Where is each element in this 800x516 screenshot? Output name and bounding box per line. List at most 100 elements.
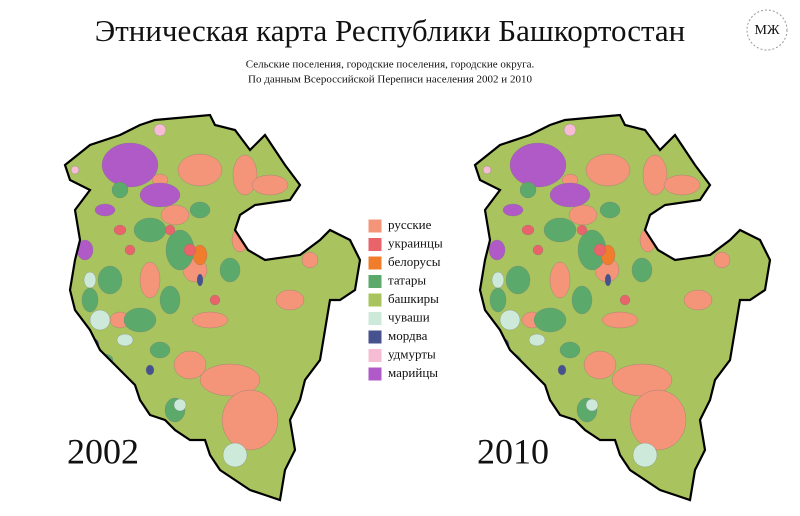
ethnic-area (123, 307, 157, 333)
logo: МЖ (755, 23, 780, 38)
legend-swatch (367, 237, 383, 252)
legend-label: украинцы (388, 235, 443, 250)
ethnic-area (502, 203, 524, 217)
ethnic-area (116, 333, 134, 347)
ethnic-area (632, 442, 658, 468)
ethnic-area (209, 294, 221, 306)
ethnic-area (159, 285, 181, 315)
logo-ring (746, 9, 788, 51)
ethnic-area (599, 201, 621, 219)
legend-label: татары (388, 272, 426, 287)
ethnic-area (505, 265, 531, 295)
ethnic-area (199, 363, 261, 397)
ethnic-area (601, 311, 639, 329)
ethnic-area (576, 224, 588, 236)
region-map: 2010 (473, 113, 772, 502)
ethnic-area (683, 289, 713, 311)
legend-label: белорусы (388, 254, 441, 269)
legend-swatch (367, 348, 383, 363)
ethnic-areas (482, 123, 731, 468)
ethnic-area (557, 364, 567, 376)
legend-label: удмурты (388, 346, 436, 361)
legend-swatch (367, 366, 383, 382)
ethnic-area (568, 204, 598, 226)
ethnic-area (145, 364, 155, 376)
ethnic-area (160, 204, 190, 226)
region-map: 2002 (63, 113, 362, 502)
legend-swatch (367, 329, 383, 345)
ethnic-area (642, 154, 668, 196)
ethnic-area (173, 398, 187, 412)
maps: 2002 2010 (63, 113, 772, 502)
ethnic-area (571, 285, 593, 315)
ethnic-area (482, 165, 492, 175)
ethnic-areas (70, 123, 319, 468)
ethnic-area (94, 203, 116, 217)
ethnic-area (563, 123, 577, 137)
legend-swatch (367, 292, 383, 308)
ethnic-area (488, 239, 506, 261)
ethnic-area (639, 227, 657, 253)
ethnic-area (663, 174, 701, 196)
ethnic-area (164, 224, 176, 236)
region-fill (65, 115, 360, 500)
ethnic-area (111, 181, 129, 199)
ethnic-area (604, 273, 612, 287)
ethnic-area (149, 341, 171, 359)
ethnic-area (585, 398, 599, 412)
ethnic-area (528, 333, 546, 347)
ethnic-area (89, 309, 111, 331)
ethnic-area (124, 244, 136, 256)
ethnic-area (81, 287, 99, 313)
ethnic-area (189, 201, 211, 219)
ethnic-area (533, 307, 567, 333)
legend-swatch (367, 218, 383, 234)
year-label: 2002 (67, 431, 139, 471)
region-fill (475, 115, 770, 500)
legend-label: мордва (388, 328, 428, 343)
ethnic-area (231, 227, 249, 253)
ethnic-area (713, 251, 731, 269)
ethnic-area (491, 271, 505, 289)
ethnic-area (619, 294, 631, 306)
legend-swatch (367, 274, 383, 289)
ethnic-area (509, 142, 567, 188)
ethnic-area (593, 243, 607, 257)
ethnic-area (232, 154, 258, 196)
ethnic-area (191, 311, 229, 329)
legend-swatch (367, 311, 383, 326)
ethnic-area (583, 350, 617, 380)
ethnic-area (113, 224, 127, 236)
subtitle: По данным Всероссийской Переписи населен… (248, 74, 532, 86)
ethnic-area (97, 265, 123, 295)
region-border (473, 113, 772, 502)
ethnic-area (521, 224, 535, 236)
year-label: 2010 (477, 431, 549, 471)
ethnic-area (153, 123, 167, 137)
ethnic-area (631, 257, 653, 283)
ethnic-area (251, 174, 289, 196)
ethnic-area (173, 350, 207, 380)
legend-label: русские (388, 217, 432, 232)
ethnic-area (139, 261, 161, 299)
ethnic-area (519, 181, 537, 199)
ethnic-area (139, 182, 181, 208)
title: Этническая карта Республики Башкортостан (95, 13, 686, 48)
ethnic-area (549, 182, 591, 208)
ethnic-area (543, 217, 577, 243)
ethnic-area (629, 389, 687, 451)
ethnic-area (549, 261, 571, 299)
region-border (63, 113, 362, 502)
ethnic-area (499, 309, 521, 331)
legend-swatch (367, 255, 383, 271)
ethnic-area (70, 165, 80, 175)
legend: русские украинцы белорусы татары башкиры чува… (367, 217, 443, 382)
ethnic-area (83, 271, 97, 289)
legend-label: чуваши (388, 309, 430, 324)
ethnic-area (219, 257, 241, 283)
legend-label: башкиры (388, 291, 439, 306)
ethnic-area (177, 153, 223, 187)
ethnic-area (489, 287, 507, 313)
ethnic-area (101, 142, 159, 188)
